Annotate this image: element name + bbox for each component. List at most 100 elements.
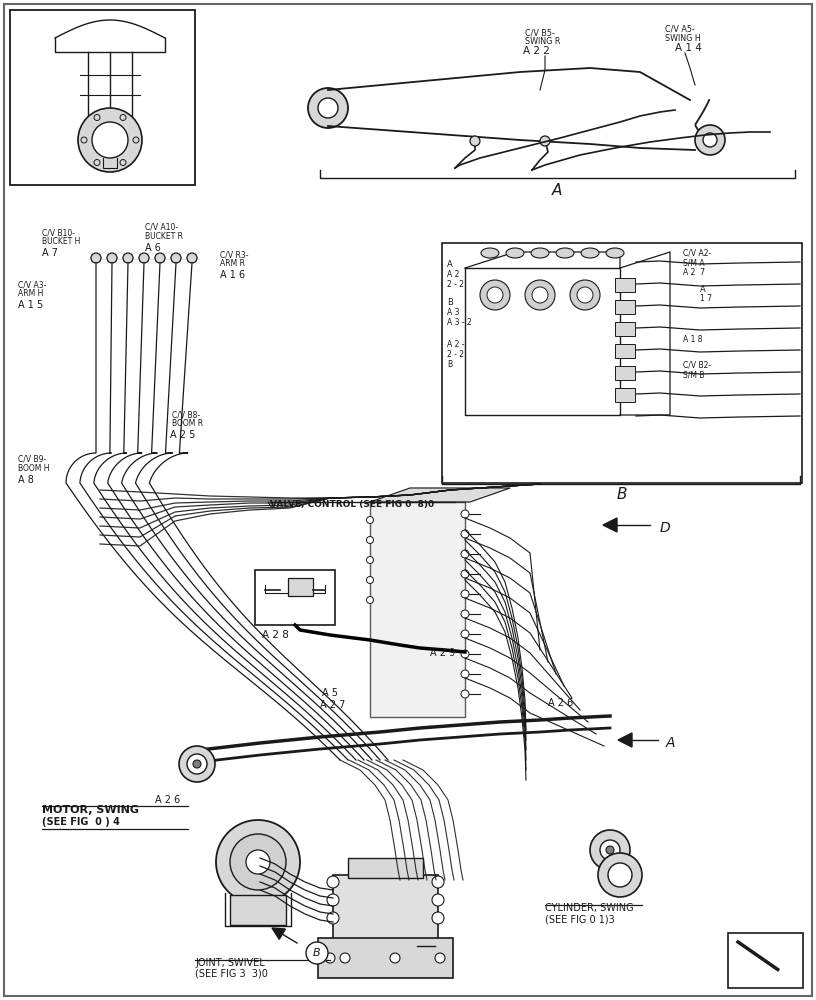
Text: A 3: A 3 [447,308,459,317]
Text: (SEE FIG  0 ) 4: (SEE FIG 0 ) 4 [42,817,120,827]
Circle shape [366,536,374,544]
Text: D: D [660,521,671,535]
Circle shape [461,570,469,578]
Text: A 5: A 5 [322,688,338,698]
Bar [615,344,635,358]
Text: CYLINDER, SWING: CYLINDER, SWING [545,903,634,913]
Circle shape [577,287,593,303]
Bar [615,278,635,292]
Circle shape [187,754,207,774]
Ellipse shape [481,248,499,258]
Bar [288,578,313,596]
Text: VALVE, CONTROL (SEE FIG 0  8)0: VALVE, CONTROL (SEE FIG 0 8)0 [270,500,434,509]
Circle shape [230,834,286,890]
Circle shape [94,160,100,166]
Text: C/V B8-: C/V B8- [172,410,200,419]
Circle shape [327,894,339,906]
Circle shape [216,820,300,904]
Text: A: A [666,736,676,750]
Circle shape [306,942,328,964]
Text: A 2: A 2 [447,270,459,279]
Text: A 1 8: A 1 8 [683,335,703,344]
Circle shape [92,122,128,158]
Circle shape [139,253,149,263]
Polygon shape [603,518,617,532]
Bar [318,938,453,978]
Circle shape [327,876,339,888]
Circle shape [600,840,620,860]
Text: C/V A3-: C/V A3- [18,280,47,289]
Text: A 1 5: A 1 5 [18,300,43,310]
Text: C/V B5-: C/V B5- [525,28,555,37]
Text: A 2 7: A 2 7 [320,700,345,710]
Text: ARM R: ARM R [220,259,245,268]
Text: A 2 5: A 2 5 [170,430,195,440]
Circle shape [432,894,444,906]
Text: 2 - 2: 2 - 2 [447,280,464,289]
Circle shape [598,853,642,897]
Bar [615,300,635,314]
Text: MOTOR, SWING: MOTOR, SWING [42,805,139,815]
Circle shape [570,280,600,310]
Polygon shape [735,938,795,981]
Circle shape [608,863,632,887]
Circle shape [366,516,374,524]
Polygon shape [618,733,632,747]
Bar [230,895,286,925]
Text: 1 7: 1 7 [700,294,712,303]
Circle shape [327,912,339,924]
Text: B: B [447,360,452,369]
Text: (SEE FIG 3  3)0: (SEE FIG 3 3)0 [195,969,268,979]
Circle shape [480,280,510,310]
Polygon shape [272,928,286,939]
Bar [370,502,465,717]
Circle shape [461,530,469,538]
Circle shape [366,576,374,584]
Bar [615,322,635,336]
Text: BOOM R: BOOM R [172,419,203,428]
Bar [255,570,335,625]
Text: A 7: A 7 [42,248,58,258]
Circle shape [461,630,469,638]
Circle shape [432,876,444,888]
Polygon shape [755,938,795,981]
Text: S/M A: S/M A [683,258,705,267]
Circle shape [525,280,555,310]
Text: A 6: A 6 [145,243,161,253]
Circle shape [78,108,142,172]
Polygon shape [465,268,620,415]
Circle shape [461,510,469,518]
Circle shape [461,670,469,678]
Text: C/V R3-: C/V R3- [220,250,249,259]
Text: A: A [700,285,706,294]
Circle shape [81,137,87,143]
Circle shape [461,610,469,618]
Circle shape [120,160,126,166]
Circle shape [461,650,469,658]
Circle shape [325,953,335,963]
Text: SWING H: SWING H [665,34,701,43]
Bar [615,388,635,402]
Circle shape [461,690,469,698]
Circle shape [540,136,550,146]
Text: A 2 6: A 2 6 [155,795,180,805]
Bar [348,858,423,878]
Text: S/M B: S/M B [683,370,704,379]
Circle shape [193,760,201,768]
Circle shape [91,253,101,263]
Circle shape [532,287,548,303]
Bar [728,933,803,988]
Circle shape [470,136,480,146]
Text: 2 - 2: 2 - 2 [447,350,464,359]
Circle shape [703,133,717,147]
Ellipse shape [606,248,624,258]
Polygon shape [370,488,510,502]
Text: C/V A10-: C/V A10- [145,223,178,232]
Circle shape [123,253,133,263]
Text: A 8: A 8 [18,475,34,485]
Circle shape [487,287,503,303]
Text: A 2 8: A 2 8 [262,630,289,640]
Circle shape [308,88,348,128]
Polygon shape [465,252,620,268]
Circle shape [432,912,444,924]
